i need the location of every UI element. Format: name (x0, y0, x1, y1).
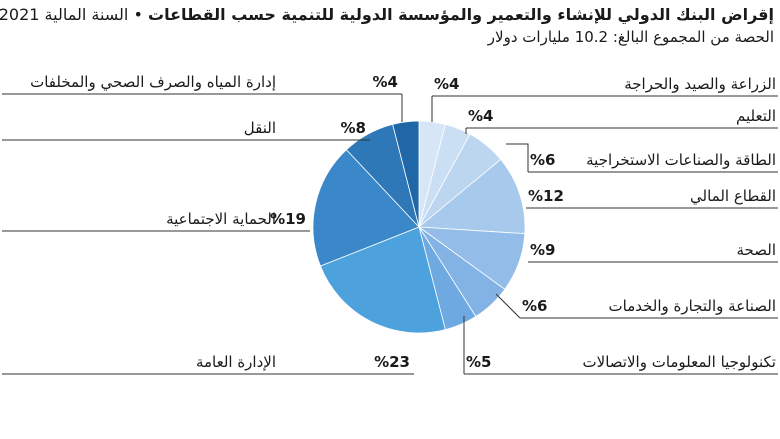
slice-percent-label: %6 (522, 297, 547, 315)
pie-slice (417, 158, 526, 235)
slice-category-label: تكنولوجيا المعلومات والاتصالات (583, 353, 776, 371)
slice-category-label: الطاقة والصناعات الاستخراجية (586, 151, 776, 169)
slice-category-label: الزراعة والصيد والحراجة (624, 75, 776, 93)
chart-header: إقراض البنك الدولي للإنشاء والتعمير والم… (0, 4, 774, 48)
chart-subtitle: الحصة من المجموع البالغ: 10.2 مليارات دو… (487, 28, 774, 46)
leader-lines (2, 93, 778, 375)
pie-slice (319, 226, 446, 334)
slice-category-label: النقل (244, 119, 276, 137)
slice-percent-label: %6 (530, 151, 555, 169)
pie-slices (312, 120, 526, 334)
slice-category-label: الصحة (737, 241, 776, 259)
slice-percent-label: %9 (530, 241, 555, 259)
slice-category-label: التعليم (736, 107, 776, 125)
slice-percent-label: %4 (373, 73, 398, 91)
slice-percent-label: %8 (341, 119, 366, 137)
slice-labels: الزراعة والصيد والحراجة %4 التعليم %4 الطاقة… (30, 73, 776, 371)
slice-percent-label: %5 (466, 353, 491, 371)
slice-percent-label: %19 (270, 210, 306, 228)
title-year: السنة المالية 2021 (0, 5, 129, 24)
slice-category-label: الصناعة والتجارة والخدمات (609, 297, 777, 315)
slice-percent-label: %4 (468, 107, 493, 125)
pie-slice (392, 120, 420, 228)
slice-percent-label: %23 (374, 353, 410, 371)
title-main: إقراض البنك الدولي للإنشاء والتعمير والم… (148, 5, 774, 24)
leader-elbow (506, 143, 529, 172)
title-separator: • (133, 5, 143, 24)
leader-elbow (495, 293, 521, 319)
slice-category-label: الإدارة العامة (196, 353, 276, 371)
chart-title: إقراض البنك الدولي للإنشاء والتعمير والم… (0, 4, 774, 26)
slice-percent-label: %4 (434, 75, 459, 93)
slice-percent-label: %12 (528, 187, 564, 205)
slice-category-label: الحماية الاجتماعية (166, 210, 276, 228)
slice-category-label: القطاع المالي (690, 187, 776, 206)
slice-category-label: إدارة المياه والصرف الصحي والمخلفات (30, 73, 276, 92)
pie-slice (312, 149, 420, 267)
